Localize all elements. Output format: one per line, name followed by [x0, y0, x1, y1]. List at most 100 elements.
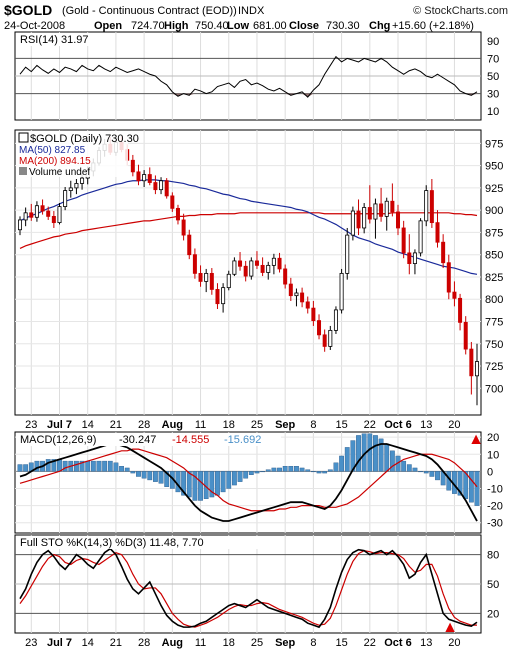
- candle-body: [74, 183, 79, 189]
- ma200-legend: MA(200) 894.15: [19, 156, 91, 167]
- macd-histogram-bar: [384, 443, 390, 472]
- macd-histogram-bar: [356, 435, 361, 472]
- candle-body: [136, 171, 141, 182]
- candle-body: [474, 361, 479, 377]
- candle-body: [221, 287, 226, 305]
- rsi-tick-label: 10: [487, 106, 499, 118]
- candle-body: [23, 212, 28, 221]
- macd-up-arrow-icon: ▲: [468, 431, 484, 448]
- macd-tick-label: 10: [487, 449, 499, 461]
- macd-hist-value: -15.692: [224, 434, 261, 446]
- high-value: 750.40: [195, 20, 229, 32]
- price-tick-label: 725: [485, 361, 503, 373]
- macd-histogram-bar: [17, 464, 23, 472]
- macd-histogram-bar: [322, 471, 328, 474]
- x-axis-upper-label: 25: [251, 419, 263, 431]
- chg-value: +15.60 (+2.18%): [392, 20, 474, 32]
- price-tick-label: 750: [485, 339, 503, 351]
- macd-tick-label: -30: [487, 518, 503, 530]
- x-axis-lower-label: 13: [420, 637, 432, 649]
- price-panel-frame: [14, 129, 482, 416]
- candle-body: [192, 254, 197, 274]
- macd-histogram-bar: [113, 462, 119, 472]
- macd-histogram-bar: [412, 467, 418, 472]
- candle-body: [260, 264, 265, 273]
- x-axis-lower-label: 15: [335, 637, 347, 649]
- candle-body: [164, 180, 169, 197]
- macd-histogram-bar: [423, 471, 429, 474]
- x-axis-upper-label: Sep: [275, 419, 295, 431]
- price-tick-label: 900: [485, 205, 503, 217]
- x-axis-upper-label: 8: [310, 419, 316, 431]
- candle-body: [271, 257, 276, 266]
- candle-body: [63, 190, 68, 207]
- rsi-tick-label: 70: [487, 53, 499, 65]
- macd-histogram-bar: [62, 460, 68, 472]
- candle-body: [204, 272, 209, 282]
- macd-histogram-bar: [119, 466, 124, 472]
- candle-body: [424, 190, 429, 222]
- chg-label: Chg: [369, 20, 390, 32]
- sto-d-line: [19, 550, 477, 628]
- macd-histogram-bar: [136, 471, 141, 477]
- x-axis-upper-label: 18: [223, 419, 235, 431]
- macd-histogram-bar: [96, 460, 102, 472]
- candle-body: [418, 220, 423, 254]
- candle-body: [379, 203, 384, 217]
- candle-body: [350, 210, 355, 236]
- macd-histogram-bar: [164, 471, 170, 487]
- macd-histogram-bar: [175, 471, 181, 493]
- candle-body: [300, 292, 305, 303]
- macd-label-bg: [16, 433, 281, 446]
- candle-body: [51, 215, 56, 224]
- macd-histogram-bar: [254, 471, 260, 474]
- sto-tick-label: 80: [487, 550, 499, 562]
- candle-body: [333, 309, 338, 331]
- candle-body: [311, 307, 316, 321]
- macd-histogram-bar: [153, 471, 158, 482]
- candle-body: [226, 273, 231, 289]
- candle-body: [266, 264, 271, 273]
- price-legend-swatch: [18, 132, 29, 143]
- macd-tick-label: -20: [487, 501, 503, 513]
- candle-body: [40, 205, 45, 212]
- x-axis-lower-label: Sep: [275, 637, 295, 649]
- macd-histogram-bar: [316, 471, 322, 474]
- rsi-tick-label: 90: [487, 36, 499, 48]
- macd-histogram-bar: [209, 471, 215, 498]
- macd-histogram-bar: [260, 471, 266, 473]
- sto-up-arrow-icon: ▲: [442, 619, 458, 636]
- x-axis-lower-label: 14: [82, 637, 94, 649]
- macd-histogram-bar: [231, 471, 237, 486]
- sto-k-line: [19, 547, 478, 629]
- x-axis-lower-label: Aug: [162, 637, 183, 649]
- candle-body: [469, 348, 474, 377]
- macd-histogram-bar: [429, 471, 435, 477]
- macd-histogram-bar: [468, 471, 474, 503]
- macd-tick-label: 20: [487, 432, 499, 444]
- candle-body: [407, 252, 412, 264]
- macd-histogram-bar: [373, 435, 378, 472]
- macd-histogram-bar: [401, 460, 407, 472]
- x-axis-upper-label: Aug: [162, 419, 183, 431]
- ma200-line: [19, 212, 478, 249]
- sto-tick-label: 20: [487, 608, 499, 620]
- macd-histogram-bar: [294, 466, 299, 472]
- price-tick-label: 975: [485, 138, 503, 150]
- x-axis-upper-label: Jul 7: [47, 419, 72, 431]
- macd-histogram-bar: [79, 460, 85, 472]
- macd-histogram-bar: [51, 459, 57, 472]
- x-axis-lower-label: 20: [448, 637, 460, 649]
- candle-body: [401, 227, 406, 254]
- macd-tick-label: 0: [487, 466, 493, 478]
- macd-histogram-bar: [45, 459, 51, 472]
- candle-body: [29, 212, 34, 218]
- macd-histogram-bar: [57, 459, 62, 472]
- x-axis-lower-label: 25: [251, 637, 263, 649]
- close-label: Close: [289, 20, 319, 32]
- macd-histogram-bar: [282, 466, 288, 472]
- x-axis-upper-label: 20: [448, 419, 460, 431]
- watermark-text: © StockCharts.com: [413, 5, 508, 17]
- candle-body: [277, 257, 282, 270]
